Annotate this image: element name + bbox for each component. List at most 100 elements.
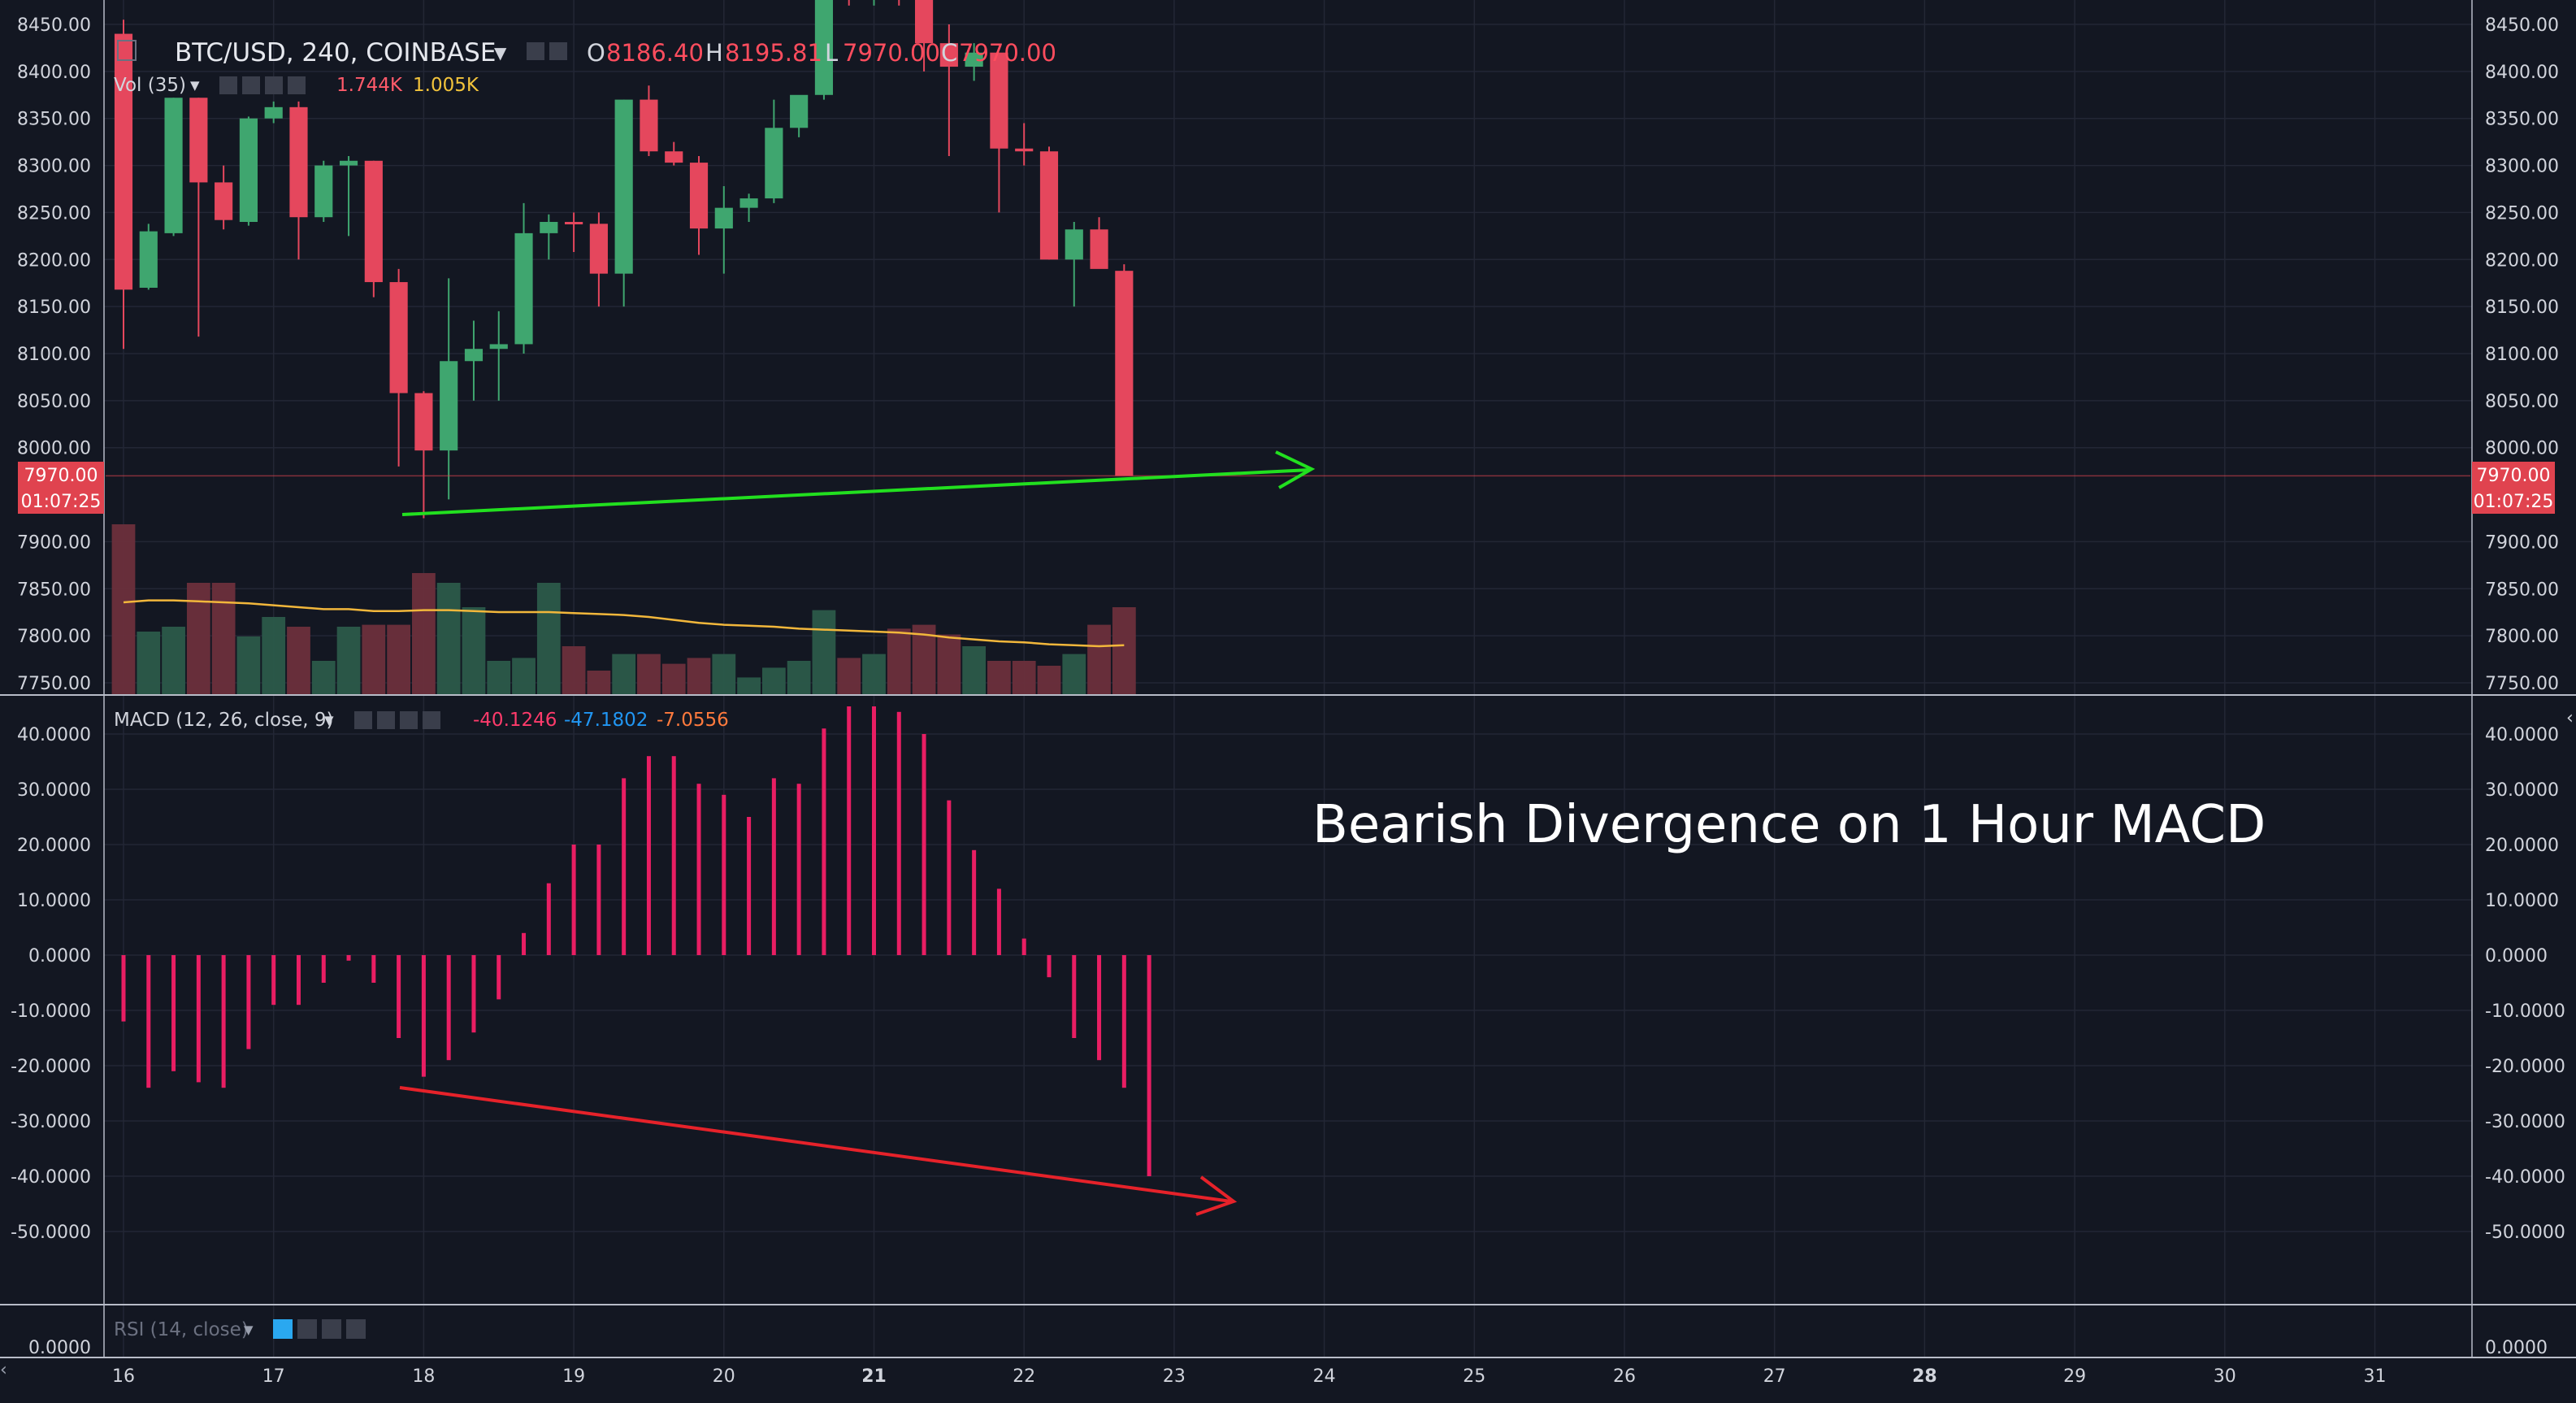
volume-bar (962, 646, 987, 695)
volume-bar (387, 624, 411, 695)
c-value: 7970.00 (959, 39, 1056, 67)
price-axis-left[interactable]: 8450.00 8400.00 8350.00 8300.00 8250.00 8200.… (17, 15, 91, 694)
candle (339, 156, 358, 237)
macd-bar (346, 955, 351, 961)
volume-bar (162, 627, 185, 695)
price-tick-label: 8000.00 (2485, 439, 2559, 459)
candle (440, 278, 458, 500)
candle (939, 24, 958, 156)
macd-legend-buttons[interactable] (354, 711, 440, 729)
volume-bar (587, 671, 611, 695)
volume-bar (937, 634, 961, 695)
volume-legend-label[interactable]: Vol (35) (114, 75, 186, 96)
candle (514, 202, 533, 354)
macd-bar (796, 784, 801, 955)
volume-bar (436, 583, 461, 695)
volume-bar (287, 627, 310, 695)
macd-tick-label: -50.0000 (11, 1223, 91, 1243)
c-label: C (941, 39, 957, 67)
volume-bar (137, 632, 161, 695)
price-tag-left-price: 7970.00 (24, 466, 98, 486)
macd-bar (1121, 955, 1126, 1088)
o-value: 8186.40 (606, 39, 704, 67)
time-tick-label: 22 (1013, 1366, 1035, 1387)
candle (540, 214, 558, 260)
candle (164, 98, 183, 237)
time-tick-label: 27 (1763, 1366, 1786, 1387)
price-tick-label: 8400.00 (2485, 63, 2559, 83)
price-tick-label: 8000.00 (17, 439, 91, 459)
price-tick-label: 7850.00 (2485, 580, 2559, 600)
candle (990, 52, 1008, 213)
macd-bar (221, 955, 226, 1088)
macd-bar (246, 955, 251, 1049)
time-tick-label: 24 (1313, 1366, 1336, 1387)
macd-tick-label: 0.0000 (2485, 946, 2548, 966)
candle (765, 99, 783, 203)
time-axis[interactable]: 16 17 18 19 20 21 22 23 24 25 26 27 28 29 30 31 (112, 1366, 2387, 1387)
symbol-dropdown-icon[interactable]: ▼ (494, 43, 507, 63)
candle (640, 85, 658, 156)
rsi-dropdown-icon[interactable]: ▼ (244, 1323, 254, 1337)
rsi-legend-label[interactable]: RSI (14, close) (114, 1319, 249, 1340)
macd-histogram (121, 706, 1151, 1176)
volume-bar (812, 610, 836, 695)
candle (364, 160, 383, 298)
macd-bar (1097, 955, 1102, 1061)
candle (1015, 123, 1034, 166)
settings-icon[interactable] (527, 42, 544, 60)
volume-bar (912, 624, 936, 695)
candle (264, 101, 283, 124)
l-value: 7970.00 (843, 39, 940, 67)
time-tick-label: 30 (2214, 1366, 2236, 1387)
time-tick-label: 29 (2063, 1366, 2086, 1387)
candle (489, 311, 508, 401)
collapse-pane-icon[interactable]: ‹ (2566, 708, 2574, 728)
rsi-legend-buttons[interactable] (273, 1319, 366, 1339)
macd-axis-left[interactable]: 40.0000 30.0000 20.0000 10.0000 0.0000 -10.00… (11, 725, 91, 1243)
macd-value-2: -47.1802 (564, 710, 648, 731)
macd-tick-label: 40.0000 (17, 725, 91, 745)
macd-tick-label: -10.0000 (11, 1001, 91, 1022)
volume-bar (262, 617, 286, 695)
red-trend-arrow[interactable] (399, 1086, 1238, 1216)
time-tick-label: 23 (1163, 1366, 1186, 1387)
volume-bar (111, 524, 136, 695)
macd-tick-label: -20.0000 (11, 1057, 91, 1077)
green-trend-arrow[interactable] (401, 450, 1316, 516)
macd-axis-right[interactable]: 40.0000 30.0000 20.0000 10.0000 0.0000 -10.00… (2485, 725, 2565, 1243)
time-tick-label: 28 (1912, 1366, 1937, 1387)
macd-bar (972, 849, 977, 955)
macd-legend-label[interactable]: MACD (12, 26, close, 9) (114, 710, 333, 731)
volume-bar (487, 661, 511, 695)
time-tick-label: 18 (412, 1366, 435, 1387)
price-axis-right[interactable]: 8450.00 8400.00 8350.00 8300.00 8250.00 8200.… (2485, 15, 2559, 694)
price-tag-right-price: 7970.00 (2477, 466, 2551, 486)
candle (1115, 264, 1134, 476)
volume-legend-buttons[interactable] (219, 76, 306, 94)
volume-bar (1112, 607, 1136, 695)
volume-bar (787, 661, 811, 695)
volume-bar (211, 583, 236, 695)
volume-bar (536, 583, 561, 695)
close-icon[interactable] (549, 42, 567, 60)
volume-dropdown-icon[interactable]: ▼ (190, 78, 200, 93)
macd-bar (497, 955, 501, 1000)
price-tick-label: 7850.00 (17, 580, 91, 600)
macd-bar (1021, 938, 1026, 955)
macd-tick-label: -40.0000 (11, 1167, 91, 1188)
macd-bar (996, 888, 1001, 955)
price-tick-label: 7750.00 (17, 674, 91, 694)
symbol-icon[interactable] (117, 40, 137, 61)
h-label: H (705, 39, 723, 67)
price-tick-label: 7800.00 (17, 627, 91, 647)
macd-bar (171, 955, 176, 1071)
macd-tick-label: -10.0000 (2485, 1001, 2565, 1022)
macd-bar (1072, 955, 1077, 1038)
macd-dropdown-icon[interactable]: ▼ (324, 713, 334, 728)
scroll-left-icon[interactable]: ‹ (0, 1360, 7, 1380)
macd-bar (371, 955, 376, 983)
macd-bar (196, 955, 201, 1083)
symbol-label[interactable]: BTC/USD, 240, COINBASE (175, 38, 496, 67)
candle (914, 0, 934, 72)
